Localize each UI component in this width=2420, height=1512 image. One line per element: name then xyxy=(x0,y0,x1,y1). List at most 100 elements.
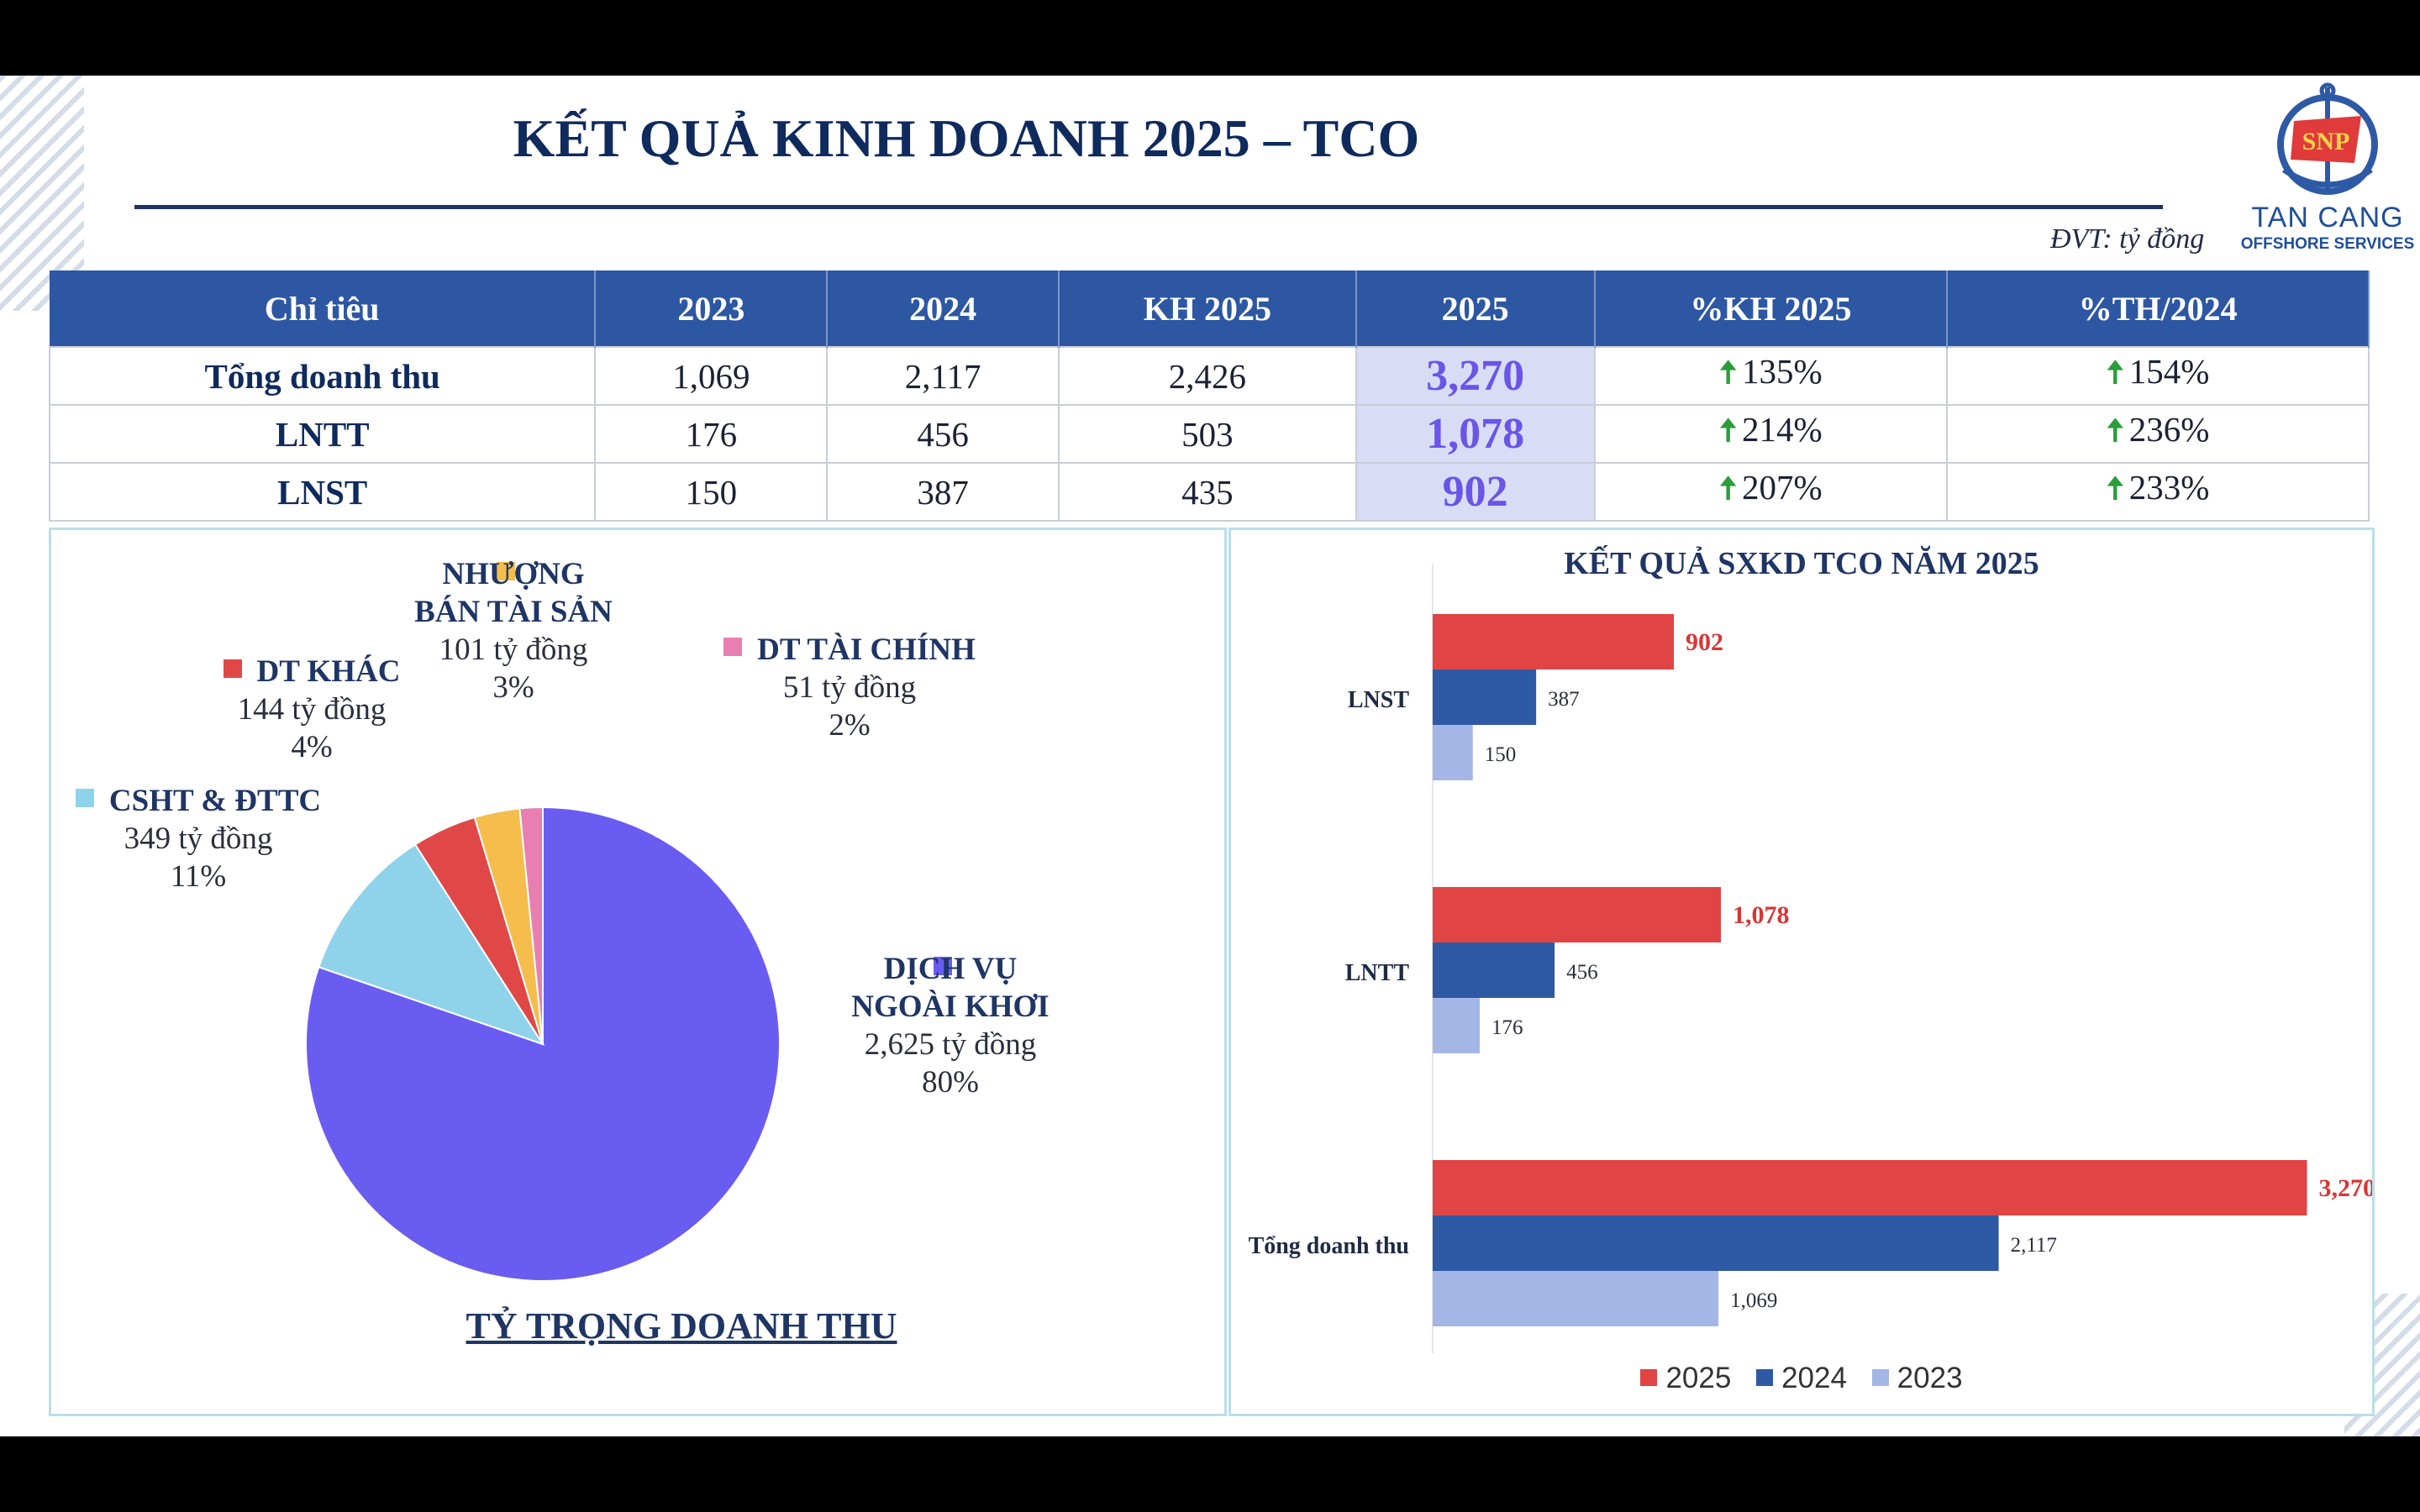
legend-swatch xyxy=(723,638,743,656)
legend-swatch xyxy=(223,659,242,678)
up-arrow-icon: 🠅 xyxy=(1719,412,1737,449)
pie-label-nhuong-ban: NHƯỢNG BÁN TÀI SẢN 101 tỷ đồng 3% xyxy=(379,555,648,706)
table-row: Tổng doanh thu 1,069 2,117 2,426 3,270 🠅… xyxy=(48,346,2370,406)
bar xyxy=(1433,1271,1719,1326)
slice-value: 51 tỷ đồng xyxy=(782,670,917,705)
table-header-cell: %TH/2024 xyxy=(1947,270,2370,347)
pct-th-value: 154% xyxy=(2128,352,2210,391)
cell-pct-th: 🠅 154% xyxy=(1946,346,2370,406)
up-arrow-icon: 🠅 xyxy=(2106,470,2124,507)
up-arrow-icon: 🠅 xyxy=(1719,354,1737,391)
pie-label-offshore: DỊCH VỤ NGOÀI KHƠI 2,625 tỷ đồng 80% xyxy=(799,950,1102,1101)
bar-data-label: 456 xyxy=(1566,961,1598,984)
cell-pct-kh: 🠅 214% xyxy=(1593,404,1949,464)
slice-percent: 4% xyxy=(291,730,333,764)
bar xyxy=(1433,725,1473,780)
bar-data-label: 902 xyxy=(1686,628,1723,656)
category-tick-label: LNTT xyxy=(1345,960,1410,986)
legend-swatch xyxy=(1756,1369,1774,1386)
bar xyxy=(1433,942,1555,998)
bar xyxy=(1433,887,1721,942)
slice-percent: 11% xyxy=(170,859,227,894)
pct-th-value: 236% xyxy=(2128,410,2210,449)
bar xyxy=(1433,614,1674,669)
cell-pct-th: 🠅 233% xyxy=(1946,462,2370,522)
table-header-cell: 2025 xyxy=(1355,270,1596,347)
bar-data-label: 176 xyxy=(1491,1016,1523,1039)
up-arrow-icon: 🠅 xyxy=(2106,412,2124,449)
page-title: KẾT QUẢ KINH DOANH 2025 – TCO xyxy=(513,108,1420,168)
pct-th-value: 233% xyxy=(2128,468,2210,507)
company-logo: SNP TAN CANG OFFSHORE SERVICES xyxy=(2235,82,2420,253)
cell-2023: 176 xyxy=(594,404,829,464)
up-arrow-icon: 🠅 xyxy=(1719,470,1737,507)
legend-swatch xyxy=(934,957,952,975)
cell-2024: 456 xyxy=(826,404,1060,464)
logo-brand: TAN CANG xyxy=(2251,202,2404,234)
title-divider xyxy=(134,205,2163,209)
up-arrow-icon: 🠅 xyxy=(2106,354,2124,391)
slice-name: NHƯỢNG BÁN TÀI SẢN xyxy=(414,557,613,629)
legend-label: 2025 xyxy=(1665,1362,1732,1394)
cell-kh2025: 2,426 xyxy=(1058,346,1357,406)
legend-label: 2024 xyxy=(1781,1362,1847,1394)
bar-data-label: 1,078 xyxy=(1733,901,1790,929)
category-tick-label: LNST xyxy=(1348,687,1409,713)
row-label: LNST xyxy=(48,462,597,522)
cell-2023: 150 xyxy=(594,462,829,522)
bar-chart-title: KẾT QUẢ SXKD TCO NĂM 2025 xyxy=(1564,546,2039,581)
slice-name: CSHT & ĐTTC xyxy=(108,784,322,818)
bar-chart-legend: 2025 2024 2023 xyxy=(1231,1362,2372,1395)
bar xyxy=(1433,1160,2307,1215)
pie-chart-title: TỶ TRỌNG DOANH THU xyxy=(466,1305,897,1347)
bar-data-label: 1,069 xyxy=(1730,1289,1777,1312)
pct-kh-value: 207% xyxy=(1742,468,1823,507)
pct-kh-value: 135% xyxy=(1742,352,1823,391)
slice-name: DT KHÁC xyxy=(256,654,401,689)
bar-data-label: 3,270 xyxy=(2318,1174,2372,1202)
bar-data-label: 150 xyxy=(1485,743,1517,766)
slice-value: 144 tỷ đồng xyxy=(237,692,387,727)
bar xyxy=(1433,998,1480,1053)
legend-item: 2025 xyxy=(1640,1362,1731,1395)
table-header-cell: KH 2025 xyxy=(1059,270,1357,347)
cell-2025-highlight: 902 xyxy=(1355,462,1596,522)
bar-chart-panel: KẾT QUẢ SXKD TCO NĂM 2025 LNST 902 387 150 L… xyxy=(1228,528,2375,1416)
cell-2025-highlight: 1,078 xyxy=(1355,404,1596,464)
legend-item: 2023 xyxy=(1871,1362,1963,1395)
pie-label-dt-khac: DT KHÁC 144 tỷ đồng 4% xyxy=(186,653,438,766)
slice-value: 2,625 tỷ đồng xyxy=(864,1027,1037,1062)
row-label: Tổng doanh thu xyxy=(48,346,597,406)
table-header-cell: 2023 xyxy=(595,270,829,347)
bar-data-label: 2,117 xyxy=(2011,1234,2057,1257)
slide: KẾT QUẢ KINH DOANH 2025 – TCO SNP TAN CA… xyxy=(0,76,2420,1436)
pie-label-csht: CSHT & ĐTTC 349 tỷ đồng 11% xyxy=(60,782,337,895)
slice-percent: 2% xyxy=(829,708,871,743)
cell-2024: 2,117 xyxy=(826,346,1060,406)
bar-data-label: 387 xyxy=(1548,688,1580,711)
slice-value: 349 tỷ đồng xyxy=(124,822,273,856)
cell-2023: 1,069 xyxy=(594,346,829,406)
bar xyxy=(1433,669,1537,725)
pie-chart-panel: DỊCH VỤ NGOÀI KHƠI 2,625 tỷ đồng 80% CSH… xyxy=(49,528,1227,1416)
slice-value: 101 tỷ đồng xyxy=(439,633,588,667)
logo-subtitle: OFFSHORE SERVICES xyxy=(2240,235,2415,253)
table-header-cell: 2024 xyxy=(827,270,1060,347)
slice-name: DT TÀI CHÍNH xyxy=(757,633,976,667)
row-label: LNTT xyxy=(48,404,597,464)
cell-kh2025: 435 xyxy=(1058,462,1357,522)
slice-percent: 3% xyxy=(492,670,534,705)
bar-chart: LNST 902 387 150 LNTT 1,078 456 176 Tổng doanh t… xyxy=(1249,564,2372,1353)
cell-2025-highlight: 3,270 xyxy=(1355,346,1596,406)
pct-kh-value: 214% xyxy=(1742,410,1823,449)
pie-chart xyxy=(305,806,781,1282)
pie-label-dt-tai-chinh: DT TÀI CHÍNH 51 tỷ đồng 2% xyxy=(690,631,1009,744)
cell-pct-kh: 🠅 135% xyxy=(1593,346,1949,406)
table-header-cell: %KH 2025 xyxy=(1594,270,1949,347)
legend-item: 2024 xyxy=(1756,1362,1847,1395)
table-header-row: Chỉ tiêu 2023 2024 KH 2025 2025 %KH 2025… xyxy=(50,270,2370,347)
pie-slice xyxy=(518,806,544,1045)
slice-percent: 80% xyxy=(922,1065,979,1100)
legend-swatch xyxy=(75,789,94,807)
cell-pct-th: 🠅 236% xyxy=(1946,404,2370,464)
